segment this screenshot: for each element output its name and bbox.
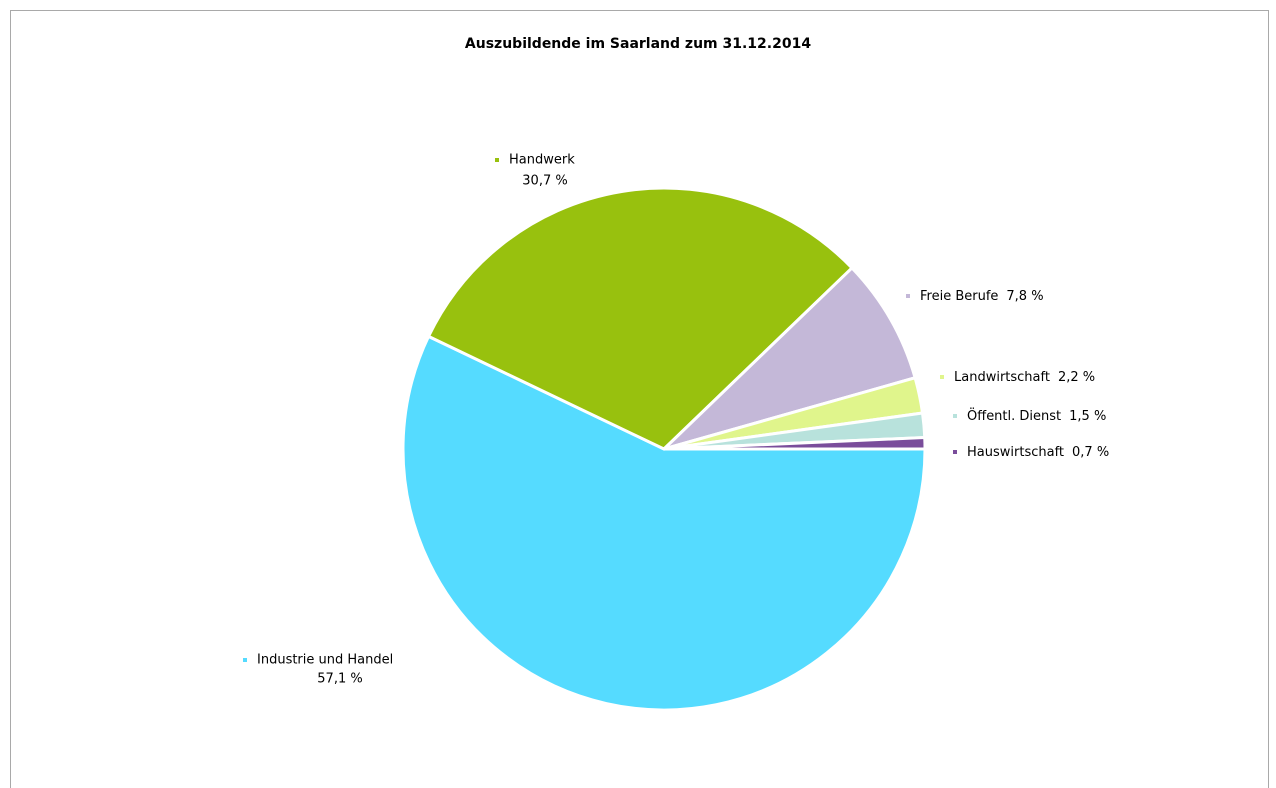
pie-slice — [663, 435, 927, 451]
slice-value-label: 7,8 % — [1006, 289, 1043, 304]
legend-dot — [940, 375, 944, 379]
slice-label: Öffentl. Dienst — [967, 407, 1061, 424]
slice-label: Handwerk — [509, 153, 575, 168]
slice-label-group: Landwirtschaft 2,2 % — [954, 370, 1095, 385]
legend-dot — [243, 658, 247, 662]
slice-value-label: 2,2 % — [1058, 370, 1095, 385]
slice-label: Landwirtschaft — [954, 370, 1050, 385]
slice-label: Industrie und Handel — [257, 653, 393, 668]
legend-dot — [953, 450, 957, 454]
pie-slice — [426, 186, 855, 451]
legend-dot — [906, 294, 910, 298]
legend-dot — [953, 414, 957, 418]
chart-title: Auszubildende im Saarland zum 31.12.2014 — [465, 36, 811, 52]
pie-slice — [662, 265, 917, 451]
slice-label: Hauswirtschaft — [967, 445, 1064, 460]
slice-value-label: 1,5 % — [1069, 409, 1106, 424]
slice-label-group: Öffentl. Dienst 1,5 % — [967, 407, 1106, 424]
slice-label: Freie Berufe — [920, 289, 998, 304]
slice-value-label: 30,7 % — [522, 174, 567, 189]
slice-label-group: Hauswirtschaft 0,7 % — [967, 445, 1109, 460]
slice-label-group: Freie Berufe 7,8 % — [920, 289, 1044, 304]
slice-value-label: 0,7 % — [1072, 445, 1109, 460]
legend-dot — [495, 158, 499, 162]
slice-value-label: 57,1 % — [317, 672, 362, 687]
pie-slice — [401, 334, 927, 712]
